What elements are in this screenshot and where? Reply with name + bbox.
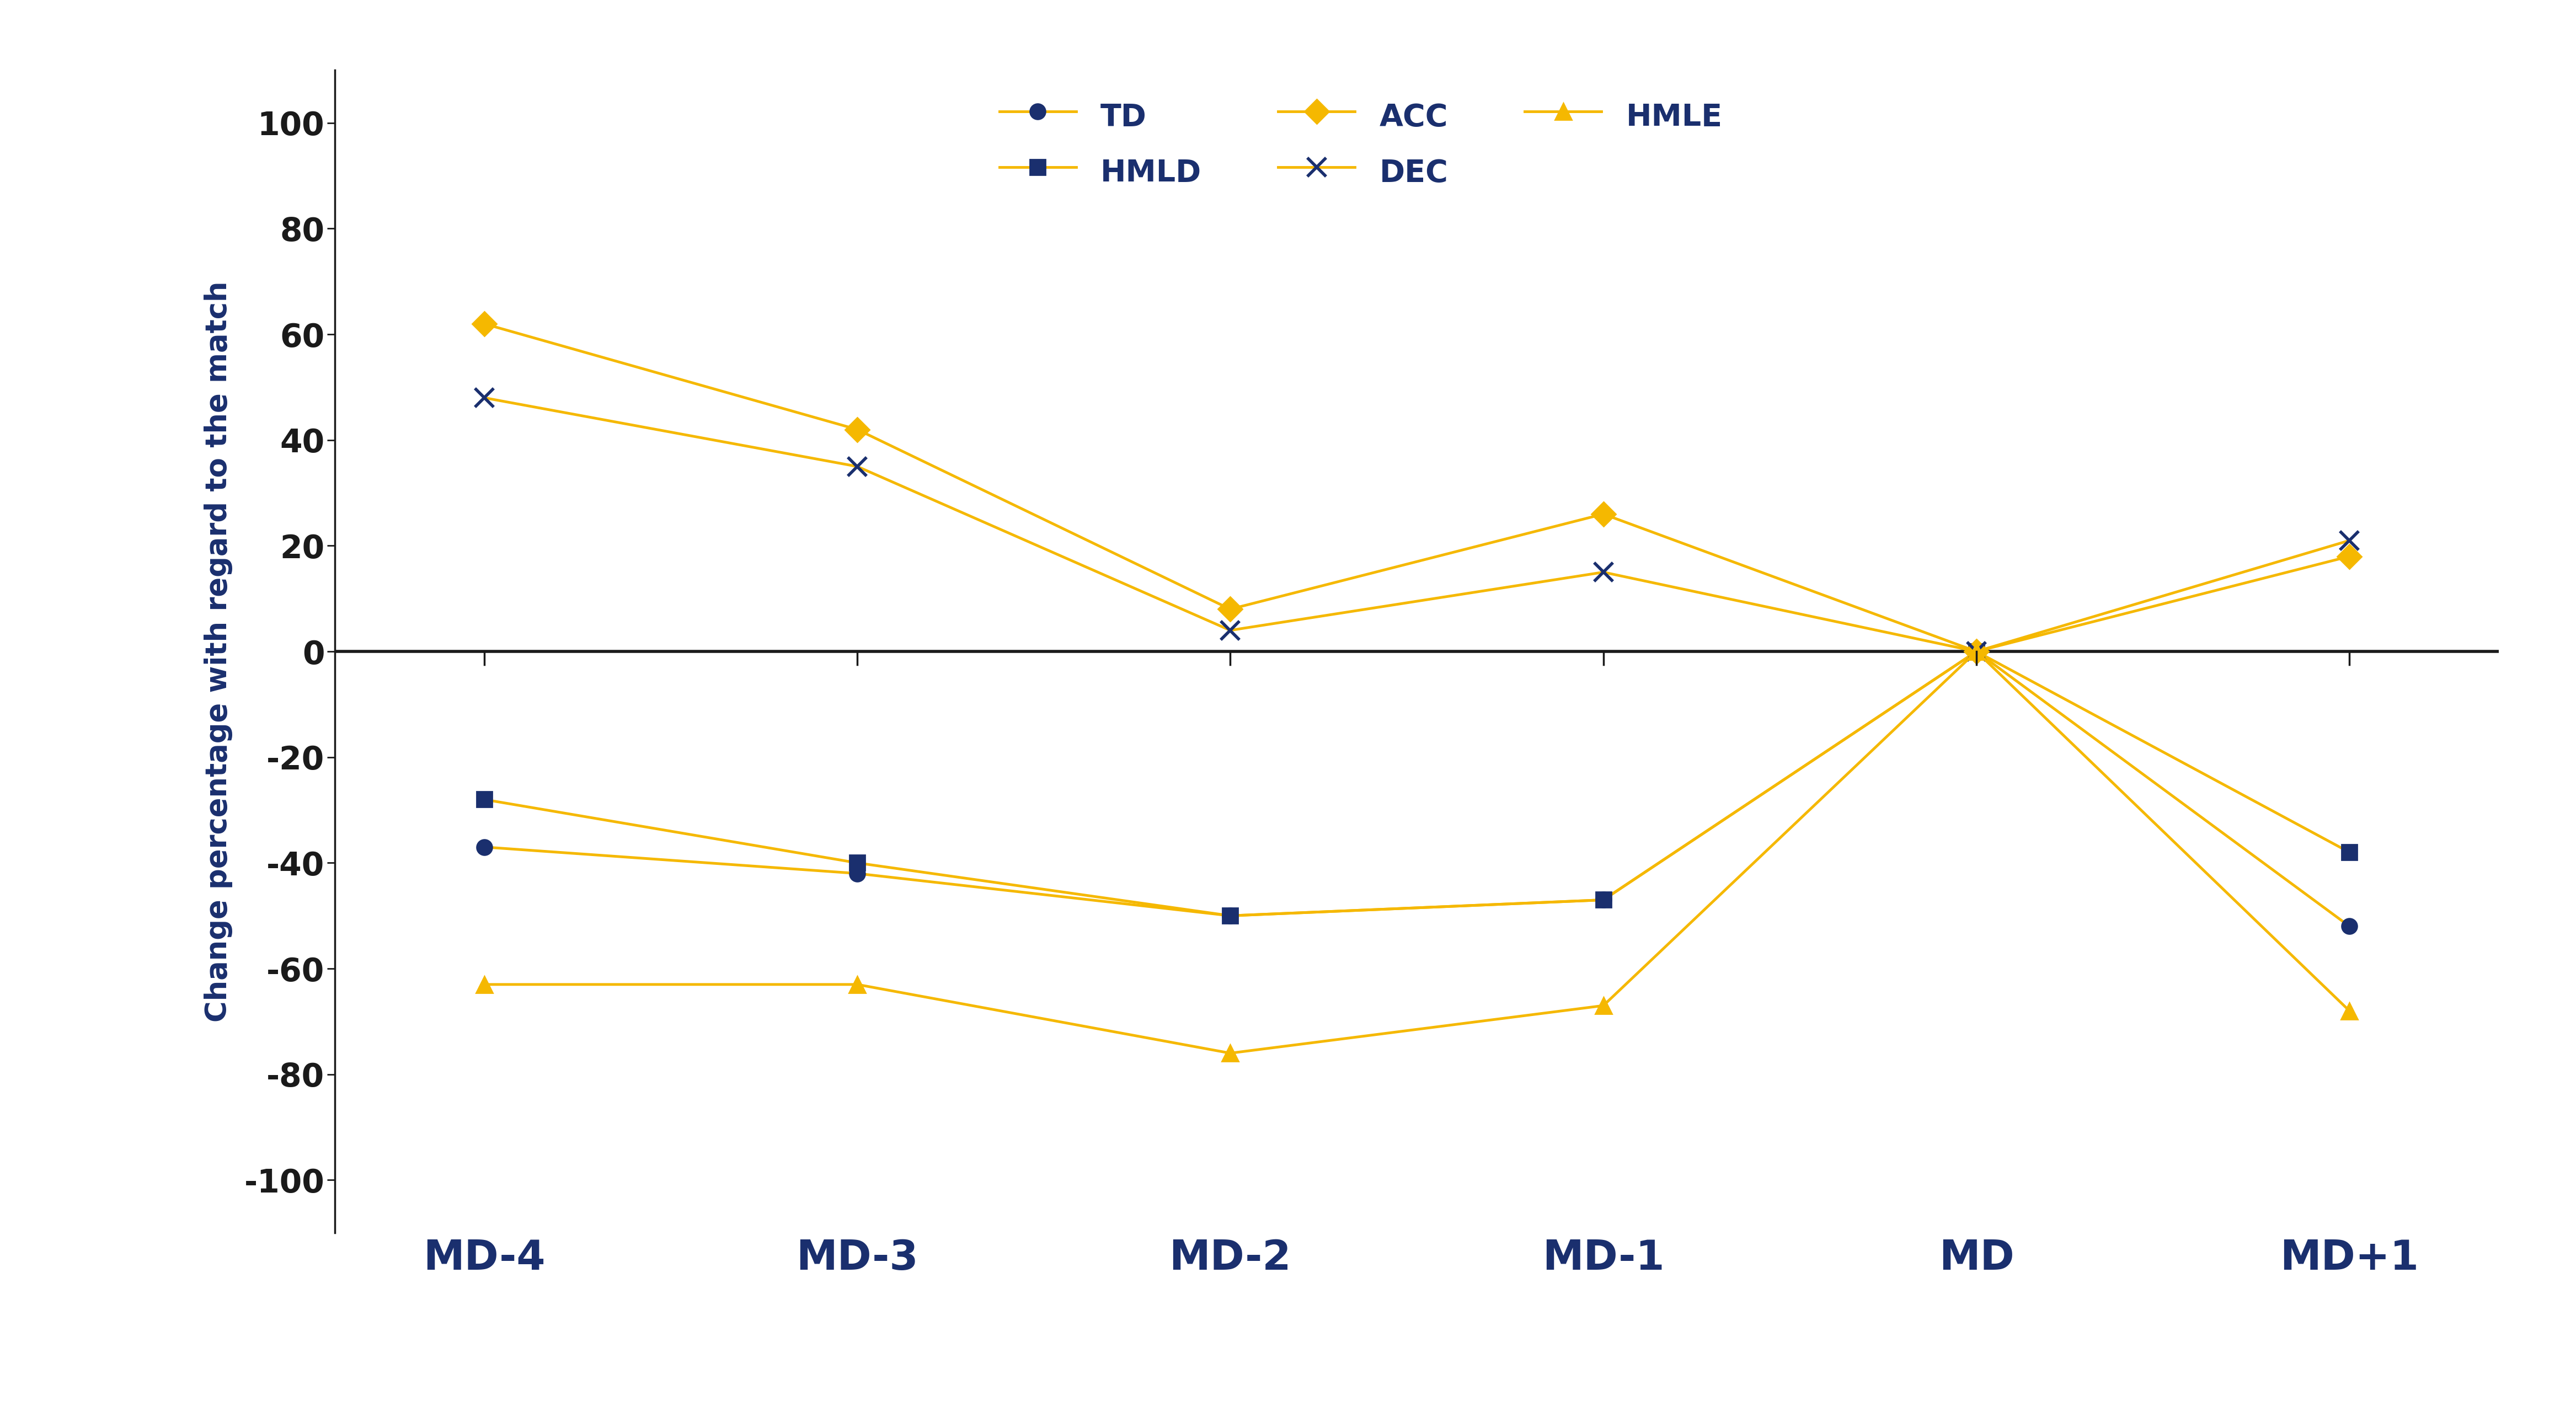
Y-axis label: Change percentage with regard to the match: Change percentage with regard to the mat…: [204, 282, 232, 1021]
ACC: [842, 422, 873, 439]
HMLE: [1960, 643, 1991, 660]
HMLE: [2334, 1003, 2365, 1020]
ACC: [2334, 548, 2365, 565]
Line: DEC: DEC: [474, 388, 2360, 661]
HMLE: [1216, 1045, 1247, 1062]
ACC: [1587, 506, 1618, 523]
TD: [1587, 891, 1618, 908]
ACC: [1216, 601, 1247, 618]
HMLE: [1587, 998, 1618, 1014]
DEC: [469, 389, 500, 406]
TD: [842, 864, 873, 881]
HMLD: [1960, 643, 1991, 660]
DEC: [842, 458, 873, 475]
Line: HMLD: HMLD: [477, 644, 2357, 923]
TD: [469, 839, 500, 856]
HMLE: [842, 976, 873, 993]
TD: [1960, 643, 1991, 660]
ACC: [1960, 643, 1991, 660]
Legend: TD, HMLD, ACC, DEC, HMLE: TD, HMLD, ACC, DEC, HMLE: [999, 97, 1723, 191]
HMLD: [469, 792, 500, 808]
DEC: [2334, 532, 2365, 549]
Line: TD: TD: [477, 644, 2357, 934]
TD: [2334, 918, 2365, 934]
Line: HMLE: HMLE: [477, 643, 2357, 1062]
TD: [1216, 908, 1247, 925]
HMLE: [469, 976, 500, 993]
HMLD: [842, 855, 873, 871]
DEC: [1960, 643, 1991, 660]
HMLD: [1216, 908, 1247, 925]
Line: ACC: ACC: [477, 315, 2357, 660]
HMLD: [2334, 843, 2365, 860]
ACC: [469, 315, 500, 332]
HMLD: [1587, 891, 1618, 908]
DEC: [1216, 622, 1247, 639]
DEC: [1587, 563, 1618, 580]
